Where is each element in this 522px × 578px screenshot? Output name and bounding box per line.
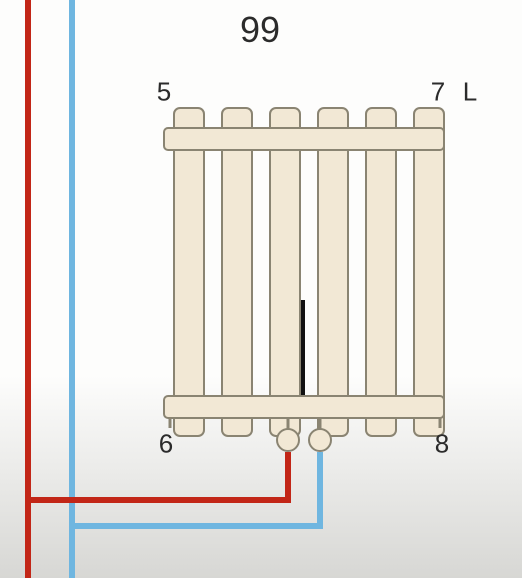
valve-right (309, 429, 331, 451)
corner-label-5: 5 (157, 77, 171, 108)
radiator-column-1 (174, 108, 204, 436)
corner-label-6: 6 (159, 429, 173, 460)
radiator-column-4 (318, 108, 348, 436)
radiator-column-2 (222, 108, 252, 436)
corner-label-L: L (463, 77, 477, 108)
diagram-stage: 99 5 7 L 6 8 (0, 0, 522, 578)
corner-label-8: 8 (435, 429, 449, 460)
valve-left (277, 429, 299, 451)
figure-number: 99 (240, 9, 280, 51)
radiator-top-header (164, 128, 444, 150)
radiator-column-6 (414, 108, 444, 436)
radiator-column-5 (366, 108, 396, 436)
pipe-cold-return (72, 452, 320, 526)
radiator-bottom-header (164, 396, 444, 418)
corner-label-7: 7 (431, 77, 445, 108)
radiator-column-3 (270, 108, 300, 436)
